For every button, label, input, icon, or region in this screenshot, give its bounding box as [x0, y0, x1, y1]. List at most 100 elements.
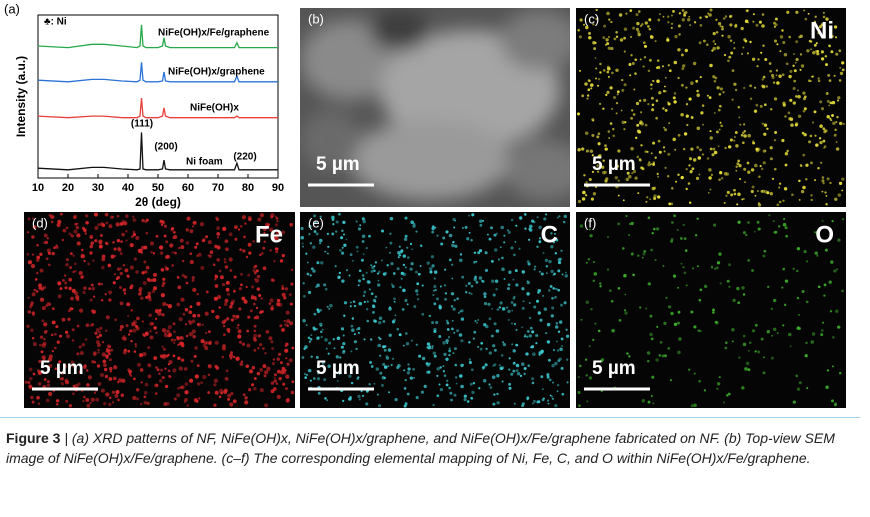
map-dot [773, 139, 777, 142]
map-dot [622, 247, 625, 250]
map-dot [649, 332, 653, 337]
map-dot [251, 383, 255, 387]
map-dot [685, 187, 688, 191]
map-dot [345, 269, 349, 272]
map-dot [391, 357, 395, 361]
map-dot [825, 63, 828, 67]
map-dot [385, 356, 390, 360]
map-dot [431, 347, 434, 350]
map-dot [262, 226, 267, 232]
map-dot [483, 301, 488, 306]
map-dot [493, 348, 497, 352]
map-dot [621, 88, 625, 92]
map-dot [769, 157, 773, 161]
map-dot [148, 313, 152, 318]
map-dot [582, 190, 586, 195]
map-dot [216, 232, 221, 236]
map-dot [712, 46, 716, 51]
map-dot [83, 364, 87, 368]
map-dot [661, 65, 665, 68]
map-dot [404, 402, 408, 406]
map-dot [690, 404, 694, 408]
map-dot [100, 388, 105, 393]
map-dot [752, 20, 755, 23]
map-dot [599, 285, 602, 288]
map-dot [285, 387, 288, 391]
map-dot [595, 17, 598, 21]
map-dot [382, 320, 386, 323]
map-dot [513, 303, 517, 307]
map-dot [440, 242, 444, 246]
map-dot [503, 241, 506, 244]
map-dot [108, 290, 113, 295]
map-dot [342, 349, 346, 353]
map-dot [155, 366, 158, 369]
map-dot [141, 218, 145, 223]
map-dot [473, 251, 477, 254]
map-dot [93, 391, 97, 395]
map-dot [356, 250, 359, 253]
map-dot [635, 27, 639, 31]
x-tick-label: 70 [212, 182, 224, 194]
map-dot [73, 214, 78, 219]
map-dot [597, 77, 601, 81]
map-dot [105, 349, 109, 353]
map-dot [519, 216, 523, 220]
map-dot [513, 253, 516, 257]
map-dot [513, 322, 517, 326]
map-dot [644, 21, 648, 25]
map-dot [702, 123, 704, 126]
map-dot [828, 79, 832, 82]
map-dot [272, 278, 275, 282]
map-dot [607, 130, 611, 133]
map-dot [188, 331, 194, 337]
map-dot [824, 129, 828, 133]
map-dot [348, 397, 352, 401]
caption-text: | (a) XRD patterns of NF, NiFe(OH)x, NiF… [6, 430, 835, 466]
map-dot [673, 60, 678, 65]
map-dot [192, 220, 197, 225]
map-dot [403, 404, 407, 408]
map-dot [816, 52, 820, 56]
map-dot [315, 232, 319, 236]
map-dot [104, 241, 108, 245]
map-dot [774, 17, 778, 21]
map-dot [475, 260, 478, 263]
map-dot [760, 337, 764, 341]
map-dot [41, 343, 46, 348]
map-dot [815, 42, 818, 45]
map-dot [586, 400, 589, 403]
map-dot [361, 234, 366, 239]
map-dot [592, 41, 596, 45]
map-dot [830, 34, 834, 38]
map-dot [211, 309, 215, 314]
map-dot [431, 264, 435, 268]
map-dot [431, 345, 434, 348]
map-dot [443, 374, 447, 377]
map-dot [242, 393, 246, 397]
map-dot [139, 368, 144, 372]
map-dot [88, 287, 91, 290]
map-dot [338, 271, 342, 275]
map-dot [791, 193, 794, 197]
map-dot [521, 306, 525, 310]
map-dot [761, 189, 765, 193]
map-dot [819, 124, 823, 128]
map-dot [263, 403, 269, 408]
map-dot [105, 392, 110, 397]
map-dot [758, 20, 762, 24]
map-dot [626, 171, 630, 175]
map-dot [712, 75, 716, 79]
map-dot [310, 334, 313, 337]
map-dot [527, 238, 531, 241]
map-dot [530, 345, 535, 349]
map-dot [650, 248, 653, 252]
map-dot [643, 44, 648, 48]
map-dot [160, 293, 166, 298]
map-dot [779, 35, 784, 39]
map-dot [147, 346, 150, 349]
map-dot [254, 264, 258, 268]
map-dot [319, 242, 322, 245]
map-dot [162, 281, 166, 285]
map-dot [132, 230, 136, 234]
